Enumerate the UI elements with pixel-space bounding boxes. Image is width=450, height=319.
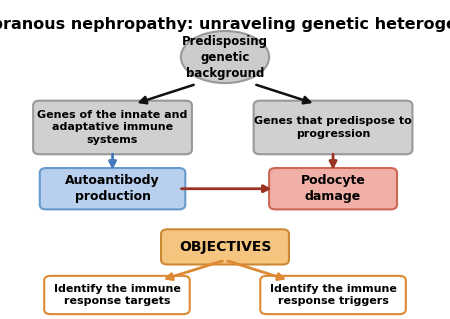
FancyBboxPatch shape <box>44 276 190 314</box>
Ellipse shape <box>181 31 269 83</box>
FancyBboxPatch shape <box>254 101 412 154</box>
Text: Identify the immune
response triggers: Identify the immune response triggers <box>270 284 396 306</box>
Text: Genes of the innate and
adaptative immune
systems: Genes of the innate and adaptative immun… <box>37 110 188 145</box>
Text: Membranous nephropathy: unraveling genetic heterogeneity: Membranous nephropathy: unraveling genet… <box>0 17 450 32</box>
Text: Autoantibody
production: Autoantibody production <box>65 174 160 203</box>
FancyBboxPatch shape <box>33 101 192 154</box>
FancyBboxPatch shape <box>260 276 406 314</box>
Text: Genes that predispose to
progression: Genes that predispose to progression <box>254 116 412 139</box>
Text: Identify the immune
response targets: Identify the immune response targets <box>54 284 180 306</box>
FancyBboxPatch shape <box>161 229 289 264</box>
FancyBboxPatch shape <box>40 168 185 209</box>
Text: OBJECTIVES: OBJECTIVES <box>179 240 271 254</box>
FancyBboxPatch shape <box>269 168 397 209</box>
Text: Podocyte
damage: Podocyte damage <box>301 174 365 203</box>
Text: Predisposing
genetic
background: Predisposing genetic background <box>182 34 268 79</box>
